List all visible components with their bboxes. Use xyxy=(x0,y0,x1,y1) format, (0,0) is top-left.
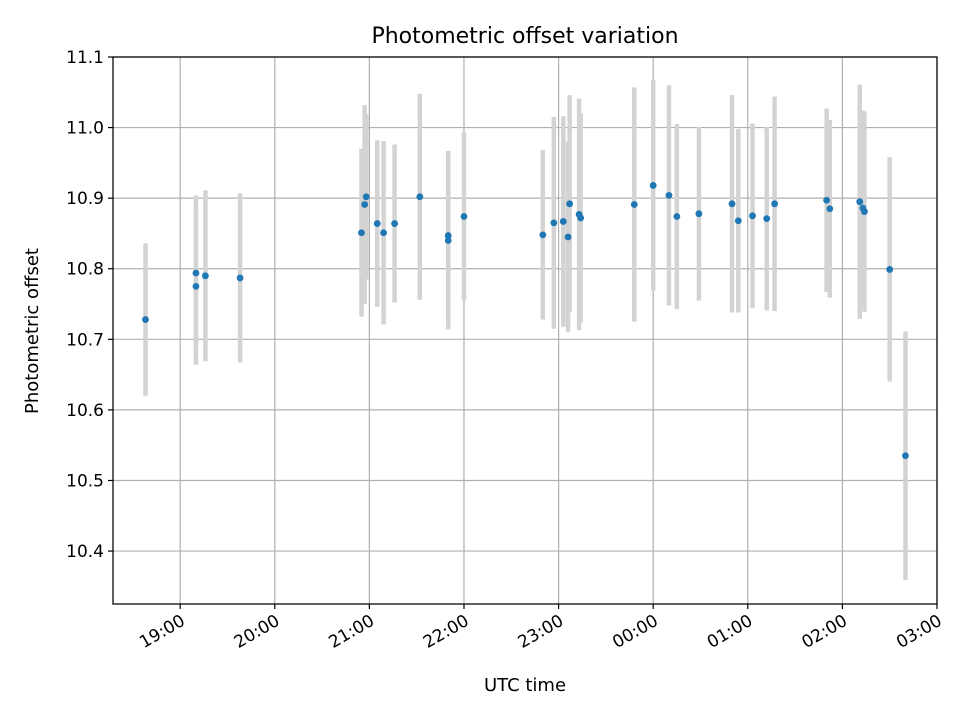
data-point xyxy=(201,272,209,280)
y-axis-ticks: 10.4 10.5 10.6 10.7 10.8 10.9 11.0 11.1 xyxy=(66,48,113,562)
data-point xyxy=(391,220,399,227)
data-point xyxy=(749,212,756,220)
y-tick-label: 11.0 xyxy=(66,119,104,139)
data-point xyxy=(236,274,244,282)
y-tick-label: 10.9 xyxy=(66,189,104,209)
chart-title: Photometric offset variation xyxy=(371,24,678,49)
data-point xyxy=(886,266,894,273)
data-point xyxy=(550,219,558,227)
y-tick-label: 10.7 xyxy=(66,330,104,350)
data-point xyxy=(416,193,424,201)
data-point xyxy=(460,213,468,220)
data-point xyxy=(763,215,771,223)
data-point xyxy=(361,201,369,208)
data-point xyxy=(566,200,574,208)
data-point xyxy=(734,217,742,225)
data-point xyxy=(630,201,638,208)
data-point xyxy=(444,237,452,244)
data-point xyxy=(577,214,585,222)
y-tick-label: 10.6 xyxy=(66,401,104,421)
data-point xyxy=(856,198,864,206)
data-point xyxy=(826,205,834,213)
y-tick-label: 11.1 xyxy=(66,48,104,68)
data-point xyxy=(665,191,673,199)
y-tick-label: 10.4 xyxy=(66,542,104,562)
plot-frame xyxy=(112,56,938,605)
data-point xyxy=(728,200,736,208)
data-point xyxy=(373,220,381,227)
x-axis-label: UTC time xyxy=(484,675,566,696)
y-axis-label: Photometric offset xyxy=(22,248,43,414)
data-point xyxy=(673,213,681,220)
data-point xyxy=(695,210,703,218)
data-point xyxy=(649,182,657,189)
data-point xyxy=(771,200,778,208)
data-point xyxy=(559,218,567,225)
data-point xyxy=(358,229,365,237)
data-point xyxy=(444,232,452,239)
data-point xyxy=(539,231,547,239)
data-point xyxy=(861,208,868,215)
data-point xyxy=(902,452,909,460)
data-point xyxy=(362,193,370,201)
data-point xyxy=(142,316,149,323)
y-tick-label: 10.8 xyxy=(66,260,104,280)
data-point xyxy=(380,229,387,237)
y-tick-label: 10.5 xyxy=(66,471,104,491)
data-point xyxy=(564,233,572,241)
data-point xyxy=(192,282,200,290)
data-points xyxy=(142,182,909,460)
data-point xyxy=(823,196,831,204)
data-point xyxy=(192,269,200,277)
